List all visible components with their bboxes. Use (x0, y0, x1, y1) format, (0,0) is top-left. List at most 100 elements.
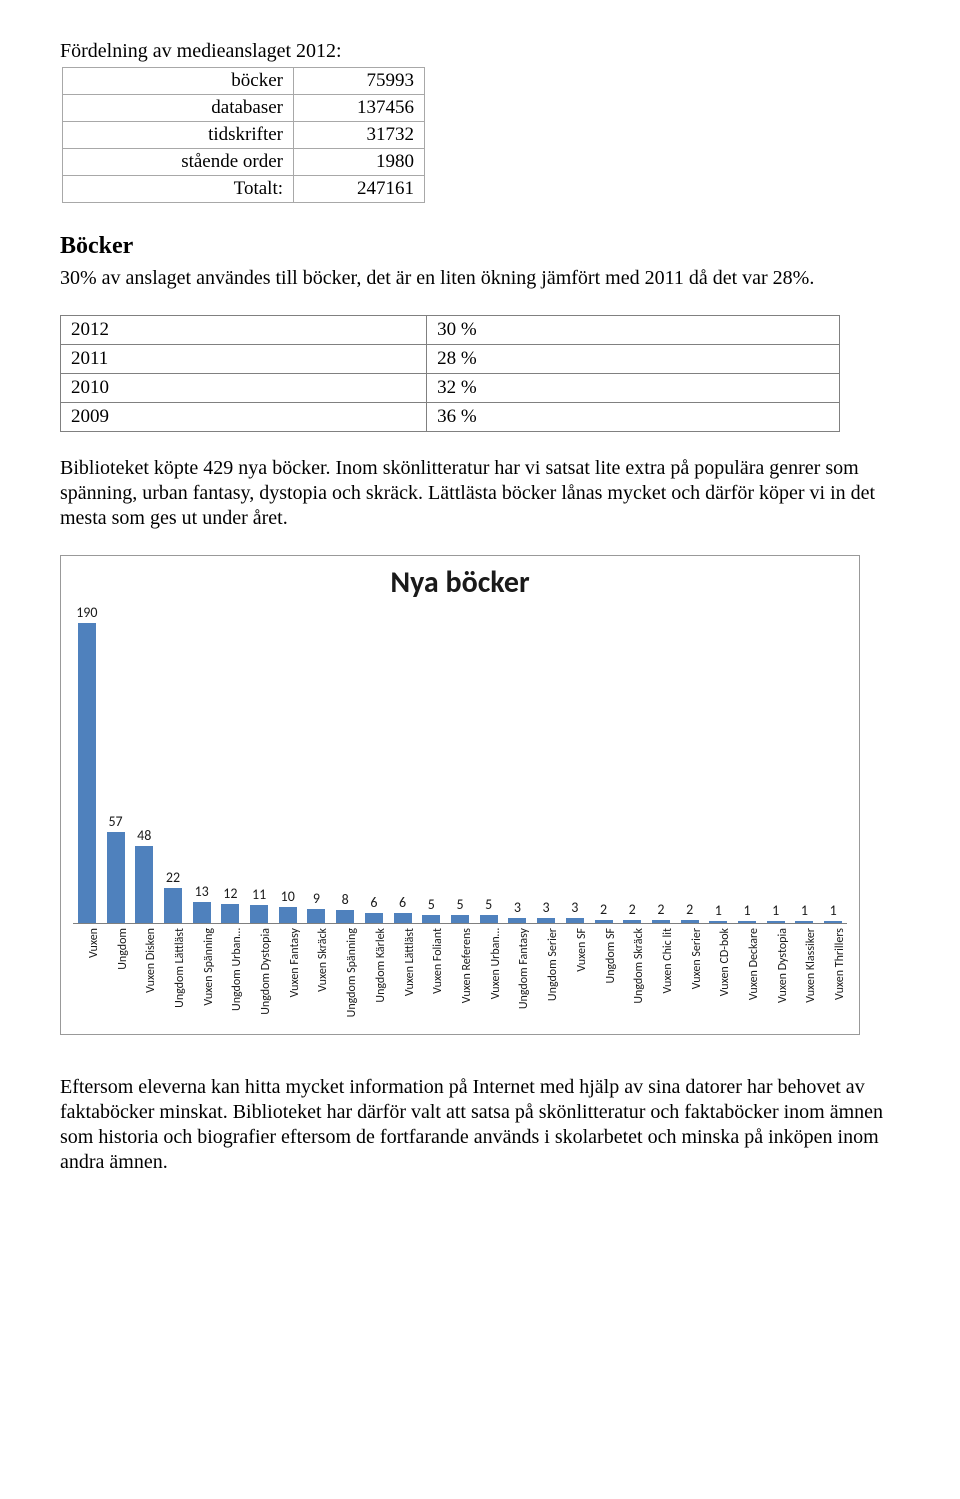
bar-value-label: 10 (281, 888, 295, 905)
pct-year: 2010 (61, 374, 427, 403)
category-label: Vuxen Klassiker (804, 928, 818, 1003)
bar-rect (595, 920, 613, 923)
bar-value-label: 48 (137, 827, 151, 844)
category-label: Vuxen CD-bok (718, 928, 732, 996)
alloc-label: Totalt: (63, 176, 294, 203)
paragraph-1: 30% av anslaget användes till böcker, de… (60, 266, 900, 291)
alloc-label: tidskrifter (63, 122, 294, 149)
bar-value-label: 11 (252, 886, 266, 903)
table-row: böcker75993 (63, 68, 425, 95)
label-slot: Vuxen (73, 924, 101, 1034)
label-slot: Vuxen Disken (130, 924, 158, 1034)
bar-slot: 13 (188, 604, 216, 923)
label-slot: Vuxen Klassiker (791, 924, 819, 1034)
label-slot: Ungdom Skräck (618, 924, 646, 1034)
label-slot: Vuxen Dystopia (762, 924, 790, 1034)
alloc-value: 31732 (294, 122, 425, 149)
pct-value: 32 % (427, 374, 840, 403)
pct-year: 2011 (61, 345, 427, 374)
category-label: Vuxen Urban… (489, 928, 503, 999)
label-slot: Ungdom Lättläst (159, 924, 187, 1034)
category-label: Vuxen Dystopia (776, 928, 790, 1003)
category-label: Ungdom Dystopia (259, 928, 273, 1015)
label-slot: Vuxen Spänning (188, 924, 216, 1034)
bar-value-label: 3 (571, 899, 578, 916)
pct-year: 2009 (61, 403, 427, 432)
label-slot: Vuxen Referens (446, 924, 474, 1034)
bar-slot: 8 (331, 604, 359, 923)
bar-slot: 5 (446, 604, 474, 923)
bar-rect (365, 913, 383, 923)
label-slot: Ungdom Kärlek (360, 924, 388, 1034)
bar-slot: 1 (762, 604, 790, 923)
page-heading: Fördelning av medieanslaget 2012: (60, 40, 900, 63)
bar-slot: 6 (360, 604, 388, 923)
bar-value-label: 13 (195, 883, 209, 900)
category-label: Ungdom Kärlek (374, 928, 388, 1003)
paragraph-3: Eftersom eleverna kan hitta mycket infor… (60, 1075, 900, 1175)
bar-slot: 6 (389, 604, 417, 923)
bar-chart-nya-bocker: Nya böcker 19057482213121110986655533322… (60, 555, 860, 1035)
label-slot: Vuxen Chic lit (647, 924, 675, 1034)
category-label: Vuxen Fantasy (288, 928, 302, 997)
category-label: Vuxen Serier (690, 928, 704, 989)
label-slot: Vuxen SF (561, 924, 589, 1034)
alloc-value: 75993 (294, 68, 425, 95)
bar-rect (107, 832, 125, 923)
category-label: Vuxen Foliant (431, 928, 445, 994)
bar-rect (394, 913, 412, 923)
bar-slot: 12 (217, 604, 245, 923)
bar-rect (566, 918, 584, 923)
bar-value-label: 5 (428, 896, 435, 913)
bar-slot: 1 (819, 604, 847, 923)
label-slot: Vuxen Skräck (303, 924, 331, 1034)
category-label: Ungdom Lättläst (173, 928, 187, 1008)
pct-value: 36 % (427, 403, 840, 432)
bar-slot: 10 (274, 604, 302, 923)
bar-rect (451, 915, 469, 923)
category-label: Vuxen Lättläst (403, 928, 417, 996)
category-label: Ungdom SF (604, 928, 618, 984)
bar-rect (623, 920, 641, 923)
category-label: Ungdom Skräck (632, 928, 646, 1004)
label-slot: Ungdom Fantasy (504, 924, 532, 1034)
bar-slot: 2 (676, 604, 704, 923)
bar-slot: 57 (102, 604, 130, 923)
label-slot: Ungdom Spänning (331, 924, 359, 1034)
category-label: Vuxen Deckare (747, 928, 761, 1000)
bar-value-label: 2 (686, 901, 693, 918)
bar-rect (824, 921, 842, 923)
bar-rect (193, 902, 211, 923)
bar-value-label: 1 (715, 902, 722, 919)
label-slot: Vuxen Lättläst (389, 924, 417, 1034)
bar-rect (709, 921, 727, 923)
bar-slot: 2 (647, 604, 675, 923)
bar-value-label: 12 (223, 885, 237, 902)
bar-slot: 5 (475, 604, 503, 923)
chart-labels: VuxenUngdomVuxen DiskenUngdom LättlästVu… (73, 924, 847, 1034)
bar-rect (135, 846, 153, 923)
category-label: Vuxen Disken (144, 928, 158, 993)
bar-value-label: 2 (600, 901, 607, 918)
label-slot: Ungdom (102, 924, 130, 1034)
bar-value-label: 2 (629, 901, 636, 918)
bar-slot: 1 (733, 604, 761, 923)
bar-slot: 2 (618, 604, 646, 923)
alloc-value: 247161 (294, 176, 425, 203)
bar-rect (307, 909, 325, 923)
table-row: 201128 % (61, 345, 840, 374)
table-row: 201230 % (61, 316, 840, 345)
label-slot: Vuxen Urban… (475, 924, 503, 1034)
bar-rect (279, 907, 297, 923)
bar-value-label: 6 (399, 894, 406, 911)
bar-value-label: 6 (370, 894, 377, 911)
alloc-value: 137456 (294, 95, 425, 122)
bar-value-label: 57 (108, 813, 122, 830)
bar-value-label: 1 (743, 902, 750, 919)
bar-rect (681, 920, 699, 923)
bar-slot: 2 (590, 604, 618, 923)
pct-value: 30 % (427, 316, 840, 345)
alloc-label: böcker (63, 68, 294, 95)
label-slot: Vuxen CD-bok (704, 924, 732, 1034)
bar-slot: 3 (532, 604, 560, 923)
